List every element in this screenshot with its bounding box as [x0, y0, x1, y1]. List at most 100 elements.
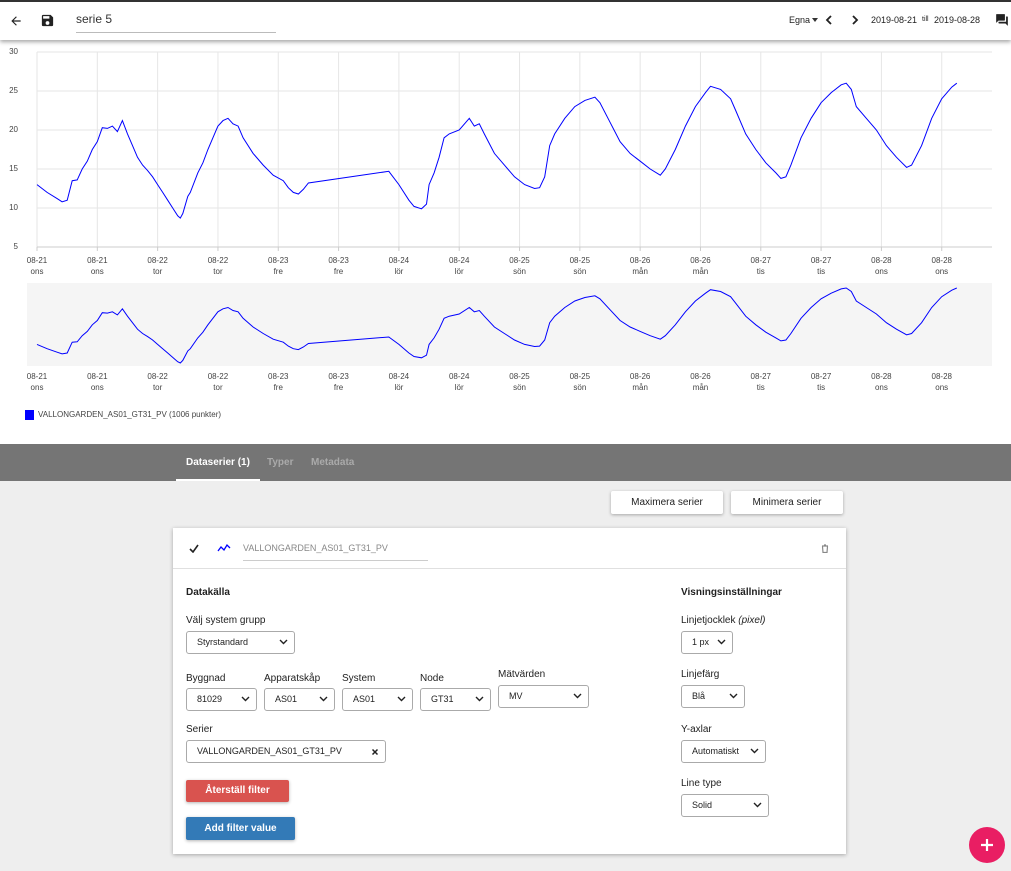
add-fab[interactable]	[969, 827, 1005, 863]
chevron	[241, 696, 250, 702]
x-tick-label: 08-23	[328, 256, 349, 265]
x-tick-label: 08-21	[27, 256, 48, 265]
x-tick-day: tor	[213, 267, 223, 276]
save-button[interactable]	[40, 13, 55, 28]
back-button[interactable]	[9, 14, 23, 28]
check-icon[interactable]	[189, 544, 199, 553]
x-tick-day: tis	[757, 267, 765, 276]
x-tick-label: 08-24	[389, 256, 410, 265]
reset-button[interactable]: Återställ filter	[186, 780, 289, 802]
comments-button[interactable]	[995, 13, 1009, 27]
next-button[interactable]	[851, 15, 859, 25]
chevron	[319, 696, 328, 702]
series-name: VALLONGARDEN_AS01_GT31_PV	[243, 543, 388, 553]
nav-tick-label: 08-28	[871, 372, 892, 381]
x-tick-label: 08-22	[147, 256, 168, 265]
x-tick-label: 08-25	[570, 256, 591, 265]
select-value: Solid	[692, 800, 713, 810]
nav-tick-day: sön	[573, 383, 586, 392]
filter-label: Byggnad	[186, 673, 226, 684]
tab[interactable]: Dataserier (1)	[176, 444, 260, 481]
setting-label: Linjefärg	[681, 669, 720, 680]
date-till: till	[922, 16, 929, 23]
chevron	[750, 748, 759, 754]
group-select[interactable]: Styrstandard	[186, 631, 295, 654]
chevron	[397, 696, 406, 702]
chevron	[717, 639, 726, 645]
x-tick-day: tis	[817, 267, 825, 276]
toolbar: serie 5 Egna 2019-08-21 till 2019-08-28	[0, 0, 1011, 40]
select-value: GT31	[431, 694, 454, 704]
filter-select[interactable]: MV	[498, 685, 589, 708]
nav-tick-label: 08-25	[509, 372, 530, 381]
setting-label: Linjetjocklek (pixel)	[681, 615, 766, 626]
series-chip: VALLONGARDEN_AS01_GT31_PV	[197, 746, 342, 756]
y-tick-label: 15	[9, 164, 18, 173]
setting-select[interactable]: Automatiskt	[681, 740, 766, 763]
x-tick-day: mån	[693, 267, 709, 276]
setting-label-text: Linjetjocklek	[681, 615, 736, 626]
y-tick-label: 30	[9, 47, 18, 56]
setting-select[interactable]: Solid	[681, 794, 769, 817]
filter-select[interactable]: AS01	[264, 688, 335, 711]
filter-label: Apparatskåp	[264, 673, 321, 684]
select-value: MV	[509, 691, 523, 701]
x-tick-day: mån	[632, 267, 648, 276]
nav-tick-day: mån	[632, 383, 648, 392]
nav-tick-day: ons	[875, 383, 888, 392]
prev-button[interactable]	[825, 15, 833, 25]
chevron	[729, 693, 738, 699]
nav-tick-day: ons	[935, 383, 948, 392]
x-tick-label: 08-28	[932, 256, 953, 265]
source-heading: Datakälla	[186, 587, 230, 598]
title-input[interactable]: serie 5	[76, 12, 276, 33]
y-tick-label: 25	[9, 86, 18, 95]
select-value: 1 px	[692, 637, 710, 647]
y-tick-label: 10	[9, 203, 18, 212]
select-value: Styrstandard	[197, 637, 249, 647]
setting-select[interactable]: 1 px	[681, 631, 733, 654]
x-tick-day: lör	[455, 267, 464, 276]
x-tick-day: ons	[31, 267, 44, 276]
x-tick-day: tor	[153, 267, 163, 276]
chevron	[573, 693, 582, 699]
nav-tick-day: lör	[394, 383, 403, 392]
series-input[interactable]: VALLONGARDEN_AS01_GT31_PV	[186, 740, 386, 763]
filter-select[interactable]: 81029	[186, 688, 257, 711]
navigator	[27, 283, 992, 366]
filter-select[interactable]: AS01	[342, 688, 413, 711]
add-filter-button[interactable]: Add filter value	[186, 817, 295, 840]
date-from[interactable]: 2019-08-21	[871, 15, 918, 25]
remove-icon[interactable]	[371, 748, 379, 756]
filter-select[interactable]: GT31	[420, 688, 491, 711]
tab[interactable]: Typer	[267, 457, 294, 468]
minimize-button[interactable]: Minimera serier	[731, 491, 843, 514]
y-tick-label: 20	[9, 125, 18, 134]
series-card: VALLONGARDEN_AS01_GT31_PV Datakälla Välj…	[173, 528, 846, 854]
select-value: AS01	[275, 694, 298, 704]
select-value: Automatiskt	[692, 746, 740, 756]
x-tick-label: 08-21	[87, 256, 108, 265]
maximize-button[interactable]: Maximera serier	[611, 491, 723, 514]
chevron	[279, 639, 288, 645]
x-tick-label: 08-27	[811, 256, 832, 265]
nav-tick-label: 08-26	[690, 372, 711, 381]
x-tick-label: 08-28	[871, 256, 892, 265]
nav-tick-day: mån	[693, 383, 709, 392]
x-tick-day: sön	[573, 267, 586, 276]
setting-select[interactable]: Blå	[681, 685, 745, 708]
x-tick-label: 08-26	[630, 256, 651, 265]
nav-tick-day: fre	[334, 383, 344, 392]
series-name-input[interactable]: VALLONGARDEN_AS01_GT31_PV	[243, 540, 428, 561]
legend-label: VALLONGARDEN_AS01_GT31_PV (1006 punkter)	[38, 410, 221, 419]
filter-label: Mätvärden	[498, 669, 546, 680]
delete-icon[interactable]	[821, 544, 829, 553]
range-mode[interactable]: Egna	[789, 15, 811, 25]
tab[interactable]: Metadata	[311, 457, 355, 468]
date-to[interactable]: 2019-08-28	[934, 15, 981, 25]
line-icon[interactable]	[217, 543, 231, 553]
nav-tick-day: ons	[91, 383, 104, 392]
title-text: serie 5	[76, 12, 113, 26]
nav-tick-day: tor	[153, 383, 163, 392]
